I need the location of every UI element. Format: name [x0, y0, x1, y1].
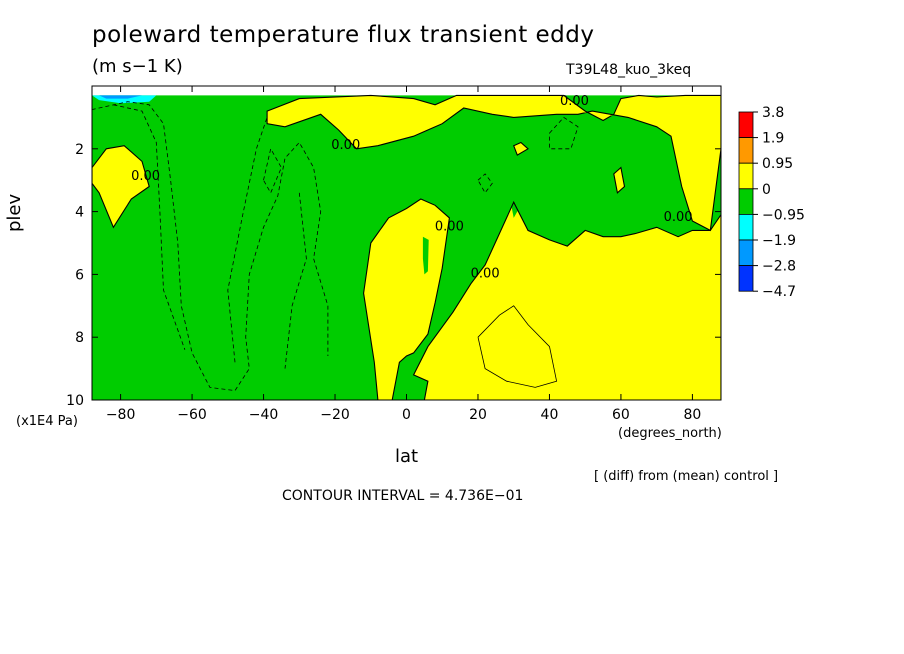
zero-contour-7 [613, 166, 626, 194]
contour-line-3 [263, 147, 282, 194]
x-tick-label: 40 [541, 407, 559, 423]
contour-label: 0.00 [560, 94, 589, 109]
diff-note: [ (diff) from (mean) control ] [594, 469, 779, 484]
x-tick-label: −40 [249, 407, 279, 423]
zero-contour-6 [512, 141, 529, 156]
contour-line-2 [227, 117, 268, 363]
colorbar-label: −1.9 [762, 233, 796, 249]
colorbar-swatch [738, 188, 754, 215]
zero-contour-0 [92, 145, 150, 229]
fill-region-10 [99, 95, 142, 99]
x-tick-label: 80 [683, 407, 701, 423]
y-tick-label: 10 [66, 393, 84, 409]
y-tick-label: 2 [75, 142, 84, 158]
contour-label: 0.00 [664, 210, 693, 225]
colorbar: 3.8 1.9 0.95 0 −0.95 −1.9 −2.8 −4.7 [738, 105, 805, 300]
colorbar-swatch [738, 162, 754, 190]
y-tick-label: 4 [75, 205, 84, 221]
y-axis: 2 4 6 8 10 [66, 142, 721, 409]
fill-region-1 [92, 145, 150, 228]
contour-line-7 [477, 305, 558, 388]
x-tick-label: −60 [177, 407, 207, 423]
x-tick-label: 60 [612, 407, 630, 423]
colorbar-label: 0 [762, 182, 771, 198]
contour-line-1 [113, 104, 186, 350]
contour-line-6 [477, 173, 493, 194]
colorbar-label: 3.8 [762, 105, 784, 121]
run-id: T39L48_kuo_3keq [566, 62, 692, 78]
contour-labels: 0.00 0.00 0.00 0.00 0.00 0.00 [131, 94, 692, 282]
chart-title: poleward temperature flux transient eddy [92, 22, 595, 48]
contour-label: 0.00 [131, 169, 160, 184]
x-tick-label: 0 [402, 407, 411, 423]
colorbar-swatch [738, 137, 754, 164]
colorbar-label: −2.8 [762, 259, 796, 275]
zero-contour-3 [412, 200, 721, 400]
chart-units: (m s−1 K) [92, 56, 183, 77]
x-axis-unit: (degrees_north) [618, 426, 722, 441]
colorbar-label: 1.9 [762, 131, 784, 147]
x-tick-label: −80 [106, 407, 136, 423]
y-tick-label: 6 [75, 267, 84, 283]
fill-region-5 [422, 236, 429, 275]
x-tick-label: 20 [469, 407, 487, 423]
zero-contour-1 [266, 94, 721, 232]
fill-region-4 [413, 202, 721, 400]
colorbar-swatch [738, 239, 754, 267]
contour-label: 0.00 [435, 219, 464, 234]
x-tick-label: −20 [320, 407, 350, 423]
y-axis-label: plev [4, 193, 25, 232]
x-axis: −80 −60 −40 −20 0 20 40 60 80 [106, 86, 701, 423]
zero-contour-2 [363, 198, 450, 400]
y-axis-unit: (x1E4 Pa) [16, 414, 78, 429]
colorbar-swatch [738, 111, 754, 139]
fill-region-2 [267, 95, 721, 231]
colorbar-label: −4.7 [762, 284, 796, 300]
contour-label: 0.00 [471, 267, 500, 282]
contour-label: 0.00 [331, 138, 360, 153]
colorbar-label: −0.95 [762, 207, 805, 223]
y-tick-label: 8 [75, 330, 84, 346]
contour-interval: CONTOUR INTERVAL = 4.736E−01 [282, 488, 524, 504]
contour-fills [92, 94, 721, 400]
x-axis-label: lat [395, 446, 419, 467]
contour-line-5 [549, 116, 579, 150]
colorbar-swatch [738, 213, 754, 241]
contour-line-4 [284, 192, 307, 369]
colorbar-swatch [738, 265, 754, 292]
contour-lines [92, 101, 579, 392]
colorbar-label: 0.95 [762, 156, 793, 172]
